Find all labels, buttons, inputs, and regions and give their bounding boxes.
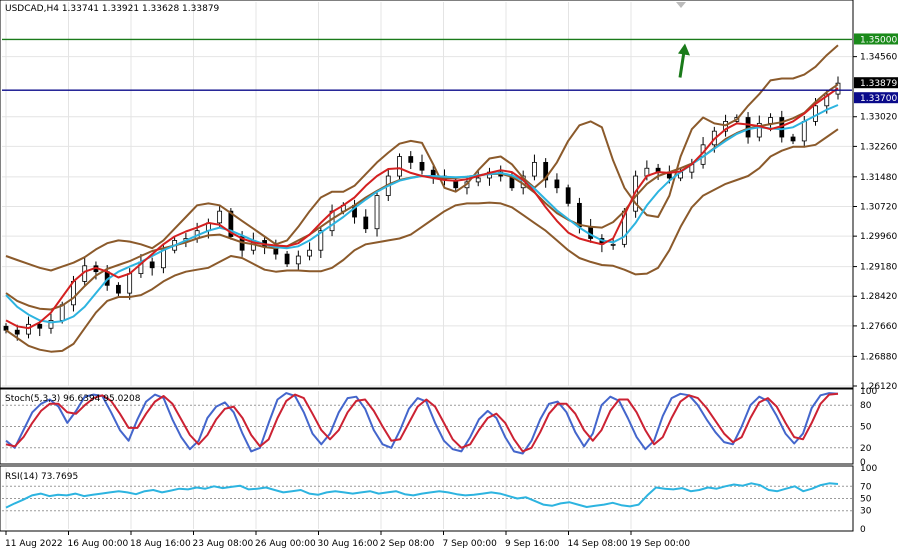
y-axis-main: 1.34560 1.33020 1.32260 1.31480 1.30720 1.299… <box>853 53 897 392</box>
series-line <box>5 392 839 455</box>
candle-body <box>824 93 830 107</box>
candle-body <box>813 105 818 122</box>
x-tick-label: 2 Sep 08:00 <box>380 539 435 549</box>
arrow-shaft <box>678 51 686 78</box>
y-tick-label: 50 <box>860 495 872 505</box>
y-axis-rsi: 100 70 50 30 0 <box>860 464 877 535</box>
arrow-up-icon <box>678 43 690 78</box>
candle-body <box>790 136 796 142</box>
rsi-title: RSI(14) 73.7695 <box>5 472 78 482</box>
candle-body <box>756 122 762 138</box>
x-tick-label: 30 Aug 16:00 <box>318 539 379 549</box>
candle-body <box>565 187 571 204</box>
y-tick-label: 1.26880 <box>860 352 897 362</box>
candle-body <box>127 273 133 294</box>
x-tick-label: 19 Sep 00:00 <box>630 539 690 549</box>
y-tick-label: 70 <box>860 482 872 492</box>
y-axis-stoch: 100 80 50 20 0 <box>860 387 877 468</box>
main-panel-frame <box>0 0 854 389</box>
x-tick-label: 18 Aug 16:00 <box>130 539 191 549</box>
y-tick-label: 1.30720 <box>860 202 897 212</box>
main-chart-title: USDCAD,H4 1.33741 1.33921 1.33628 1.3387… <box>5 4 220 14</box>
stoch-lines <box>5 392 839 455</box>
y-tick-label: 50 <box>860 423 872 433</box>
x-tick-label: 23 Aug 08:00 <box>193 539 254 549</box>
candle-body <box>116 284 121 294</box>
main-grid <box>2 2 852 529</box>
rsi-grid <box>2 485 852 512</box>
price-badge <box>854 33 898 45</box>
candle-body <box>228 210 234 237</box>
y-tick-label: 1.29180 <box>860 263 897 273</box>
candle-body <box>801 121 807 142</box>
candle-body <box>532 161 537 177</box>
series-line <box>5 482 839 509</box>
y-tick-label: 1.28420 <box>860 292 897 302</box>
x-tick-label: 9 Sep 16:00 <box>505 539 560 549</box>
main-levels: 1.35000 1.33700 1.33879 <box>2 33 898 104</box>
candle-body <box>149 261 155 269</box>
chart-shift-icon[interactable] <box>676 2 686 8</box>
y-tick-label: 1.26120 <box>860 382 897 392</box>
rsi-lines <box>5 482 839 509</box>
candle-body <box>419 161 425 171</box>
candle-body <box>374 195 380 230</box>
candle-body <box>37 323 43 329</box>
candle-body <box>3 325 9 331</box>
y-tick-label: 30 <box>860 507 872 517</box>
y-tick-label: 1.27660 <box>860 322 897 332</box>
price-badge <box>854 92 898 104</box>
price-badge-label: 1.33879 <box>860 79 897 89</box>
x-tick-label: 14 Sep 08:00 <box>568 539 628 549</box>
price-badge <box>854 77 898 89</box>
x-tick-label: 16 Aug 00:00 <box>68 539 129 549</box>
price-badge-label: 1.35000 <box>860 35 897 45</box>
candle-body <box>610 243 616 246</box>
y-tick-label: 1.34560 <box>860 53 897 63</box>
candle-body <box>14 329 20 335</box>
series-line <box>5 128 839 353</box>
y-tick-label: 20 <box>860 444 872 454</box>
y-tick-label: 80 <box>860 401 872 411</box>
candle-body <box>26 323 31 335</box>
main-lines <box>5 44 839 353</box>
series-line <box>5 44 839 272</box>
candle-body <box>217 210 223 224</box>
y-tick-label: 1.31480 <box>860 173 897 183</box>
candle-body <box>318 230 324 251</box>
candle-body <box>295 255 301 265</box>
candle-body <box>284 253 290 265</box>
y-tick-label: 100 <box>860 464 877 474</box>
candle-body <box>363 216 369 230</box>
y-tick-label: 0 <box>860 525 866 535</box>
candle-body <box>161 249 166 269</box>
candle-body <box>543 161 549 181</box>
x-tick-label: 7 Sep 00:00 <box>443 539 498 549</box>
price-badge-label: 1.33700 <box>860 94 897 104</box>
y-tick-label: 1.32260 <box>860 142 897 152</box>
candle-body <box>48 320 54 329</box>
y-tick-label: 100 <box>860 387 877 397</box>
candle-body <box>408 156 414 163</box>
x-tick-label: 11 Aug 2022 <box>5 539 63 549</box>
y-tick-label: 1.33020 <box>860 113 897 123</box>
candles <box>3 76 841 341</box>
x-tick-label: 26 Aug 00:00 <box>255 539 316 549</box>
candle-body <box>397 156 402 177</box>
arrow-head <box>678 43 690 56</box>
x-axis: 11 Aug 2022 16 Aug 00:00 18 Aug 16:00 23 Au… <box>5 531 690 549</box>
candle-body <box>768 117 773 124</box>
series-line <box>5 392 839 453</box>
candle-body <box>554 179 560 189</box>
candle-body <box>59 304 65 321</box>
y-tick-label: 1.29960 <box>860 232 897 242</box>
stoch-title: Stoch(5,3,3) 96.6394 95.0208 <box>5 394 141 404</box>
series-line <box>5 87 839 330</box>
y-tick-label: 0 <box>860 458 866 468</box>
candle-body <box>475 177 481 183</box>
candle-body <box>307 249 312 257</box>
